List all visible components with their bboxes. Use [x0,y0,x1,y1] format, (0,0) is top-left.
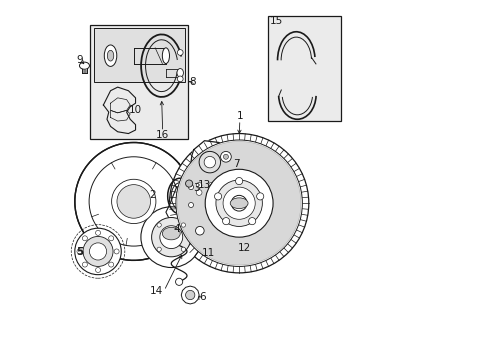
Circle shape [208,183,214,188]
Text: 7: 7 [233,159,239,169]
Circle shape [208,192,214,197]
Circle shape [108,262,113,267]
Text: 11: 11 [201,248,214,258]
Circle shape [141,207,201,267]
Circle shape [75,143,192,260]
Text: 8: 8 [189,77,196,87]
Circle shape [185,180,192,187]
Circle shape [83,237,113,266]
Text: 6: 6 [199,292,205,302]
Circle shape [82,262,87,267]
Ellipse shape [107,50,114,61]
Circle shape [181,247,185,251]
Circle shape [157,247,161,251]
Circle shape [75,228,121,275]
Circle shape [177,50,183,55]
Circle shape [114,249,119,254]
Circle shape [95,230,101,235]
Circle shape [222,217,229,225]
Circle shape [195,226,203,235]
Bar [267,16,340,121]
Circle shape [160,226,183,249]
Text: 5: 5 [76,247,83,257]
Ellipse shape [230,198,247,208]
Circle shape [177,76,183,82]
Bar [90,24,188,139]
Bar [205,200,230,216]
Circle shape [214,193,221,200]
Circle shape [221,192,226,197]
Circle shape [82,236,87,241]
Circle shape [220,152,231,162]
Circle shape [177,141,300,265]
Circle shape [203,157,215,168]
Circle shape [111,179,156,224]
Text: 13: 13 [198,180,211,190]
Circle shape [208,190,214,195]
Circle shape [181,223,185,227]
Bar [192,178,217,214]
Circle shape [151,217,190,257]
Ellipse shape [162,48,169,64]
Text: 16: 16 [156,130,169,140]
Bar [94,28,184,82]
Circle shape [176,140,302,266]
Ellipse shape [162,227,180,240]
Circle shape [199,152,220,173]
Text: 10: 10 [129,105,142,115]
Circle shape [188,185,193,190]
Circle shape [249,219,257,226]
Text: 9: 9 [76,55,82,65]
Polygon shape [190,141,240,187]
Polygon shape [75,143,192,260]
Text: 2: 2 [149,190,156,200]
Circle shape [235,177,242,185]
Circle shape [231,195,246,211]
Ellipse shape [104,45,117,66]
Circle shape [196,190,202,195]
Text: 12: 12 [238,243,251,253]
Circle shape [157,223,161,227]
Circle shape [169,134,308,273]
Ellipse shape [80,62,89,69]
Text: 15: 15 [269,16,283,26]
Circle shape [223,154,228,159]
Circle shape [248,217,255,225]
Circle shape [256,193,263,200]
Circle shape [77,249,82,254]
Circle shape [188,203,193,207]
Circle shape [108,236,113,241]
Circle shape [89,243,106,260]
Circle shape [175,278,183,285]
Circle shape [223,187,255,219]
Circle shape [216,180,262,226]
Text: 3: 3 [193,183,200,193]
Circle shape [185,291,194,300]
Text: 4: 4 [173,224,180,234]
Text: 14: 14 [150,286,163,296]
Circle shape [117,185,150,218]
Circle shape [208,184,214,190]
Text: 1: 1 [236,111,243,121]
Circle shape [95,267,101,273]
Circle shape [205,169,272,237]
Bar [192,198,217,214]
Polygon shape [165,187,189,225]
Circle shape [196,183,202,188]
Bar [205,180,230,216]
Circle shape [221,184,226,190]
Ellipse shape [177,68,183,77]
